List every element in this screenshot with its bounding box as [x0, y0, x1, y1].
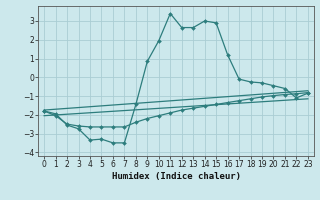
X-axis label: Humidex (Indice chaleur): Humidex (Indice chaleur) — [111, 172, 241, 181]
